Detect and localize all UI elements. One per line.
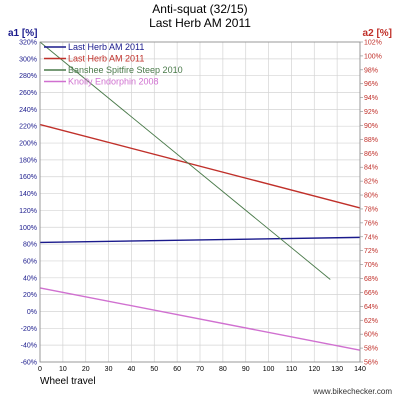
chart-title: Anti-squat (32/15) bbox=[152, 2, 247, 16]
y1-tick-label: 260% bbox=[19, 90, 37, 97]
x-tick-label: 70 bbox=[196, 366, 204, 373]
x-tick-label: 20 bbox=[82, 366, 90, 373]
y2-tick-label: 84% bbox=[364, 165, 378, 172]
legend-label: Knolly Endorphin 2008 bbox=[68, 77, 159, 87]
y2-tick-label: 76% bbox=[364, 220, 378, 227]
plot-frame bbox=[39, 41, 361, 363]
x-tick-label: 80 bbox=[219, 366, 227, 373]
x-tick-label: 40 bbox=[128, 366, 136, 373]
y2-tick-label: 56% bbox=[364, 360, 378, 367]
y2-tick-label: 72% bbox=[364, 248, 378, 255]
y1-tick-label: 60% bbox=[23, 258, 37, 265]
y2-tick-label: 86% bbox=[364, 151, 378, 158]
y1-tick-label: 300% bbox=[19, 56, 37, 63]
y2-tick-label: 74% bbox=[364, 234, 378, 241]
legend-label: Last Herb AM 2011 bbox=[68, 42, 144, 52]
series-line bbox=[39, 236, 361, 244]
y1-tick-labels: 320% 300% 280% 260% 240% 220% 200% 180% 160% 140%… bbox=[19, 40, 37, 367]
x-tick-label: 50 bbox=[150, 366, 158, 373]
y1-tick-label: 160% bbox=[19, 174, 37, 181]
x-tick-labels: 0 10 20 30 40 50 60 70 80 90 100 110 120 130 140 bbox=[38, 366, 366, 373]
y1-tick-label: -40% bbox=[21, 343, 37, 350]
x-tick-label: 100 bbox=[263, 366, 275, 373]
x-tick-label: 0 bbox=[38, 366, 42, 373]
y2-tick-label: 102% bbox=[364, 40, 382, 47]
y1-tick-label: -60% bbox=[21, 360, 37, 367]
y1-tick-label: 100% bbox=[19, 225, 37, 232]
y1-axis-title: a1 [%] bbox=[8, 28, 37, 39]
y2-tick-label: 80% bbox=[364, 193, 378, 200]
x-tick-label: 110 bbox=[286, 366, 297, 373]
x-tick-label: 140 bbox=[354, 366, 366, 373]
y2-tick-label: 66% bbox=[364, 290, 378, 297]
y1-tick-label: -20% bbox=[21, 326, 37, 333]
x-tick-label: 120 bbox=[308, 366, 320, 373]
series-line bbox=[39, 41, 331, 280]
y1-tick-label: 20% bbox=[23, 292, 37, 299]
y1-tick-label: 200% bbox=[19, 141, 37, 148]
y2-tick-label: 64% bbox=[364, 304, 378, 311]
y1-tick-label: 320% bbox=[19, 40, 37, 47]
y1-tick-label: 240% bbox=[19, 107, 37, 114]
y2-tick-label: 92% bbox=[364, 109, 378, 116]
y2-tick-label: 60% bbox=[364, 332, 378, 339]
x-tick-label: 10 bbox=[59, 366, 67, 373]
series-line bbox=[39, 287, 361, 351]
y2-tick-label: 82% bbox=[364, 179, 378, 186]
y2-tick-label: 100% bbox=[364, 53, 382, 60]
legend-label: Last Herb AM 2011 bbox=[68, 54, 144, 64]
y2-tick-label: 90% bbox=[364, 123, 378, 130]
y1-tick-label: 0% bbox=[27, 309, 37, 316]
y2-tick-label: 58% bbox=[364, 346, 378, 353]
series-lines bbox=[39, 41, 361, 351]
x-tick-label: 30 bbox=[105, 366, 113, 373]
y2-tick-label: 68% bbox=[364, 276, 378, 283]
y1-tick-label: 220% bbox=[19, 124, 37, 131]
y1-tick-label: 180% bbox=[19, 157, 37, 164]
y1-tick-label: 140% bbox=[19, 191, 37, 198]
grid bbox=[39, 41, 363, 363]
y2-tick-label: 62% bbox=[364, 318, 378, 325]
x-tick-label: 60 bbox=[173, 366, 181, 373]
y2-axis-title: a2 [%] bbox=[363, 28, 392, 39]
y2-tick-label: 96% bbox=[364, 81, 378, 88]
y2-tick-label: 78% bbox=[364, 206, 378, 213]
y1-tick-label: 40% bbox=[23, 275, 37, 282]
y1-tick-label: 80% bbox=[23, 242, 37, 249]
chart-subtitle: Last Herb AM 2011 bbox=[149, 16, 251, 30]
y2-tick-label: 94% bbox=[364, 95, 378, 102]
y1-tick-label: 280% bbox=[19, 73, 37, 80]
y2-tick-label: 70% bbox=[364, 262, 378, 269]
series-line bbox=[39, 123, 361, 209]
y2-tick-labels: 102% 100% 98% 96% 94% 92% 90% 88% 86% 84% 82% 80% 78… bbox=[364, 40, 382, 367]
x-axis-title: Wheel travel bbox=[40, 376, 96, 387]
y2-tick-label: 88% bbox=[364, 137, 378, 144]
y1-tick-label: 120% bbox=[19, 208, 37, 215]
legend-label: Banshee Spitfire Steep 2010 bbox=[68, 65, 183, 75]
y2-tick-label: 98% bbox=[364, 67, 378, 74]
x-tick-label: 90 bbox=[242, 366, 250, 373]
footer-url: www.bikechecker.com bbox=[312, 387, 392, 396]
x-tick-label: 130 bbox=[331, 366, 343, 373]
